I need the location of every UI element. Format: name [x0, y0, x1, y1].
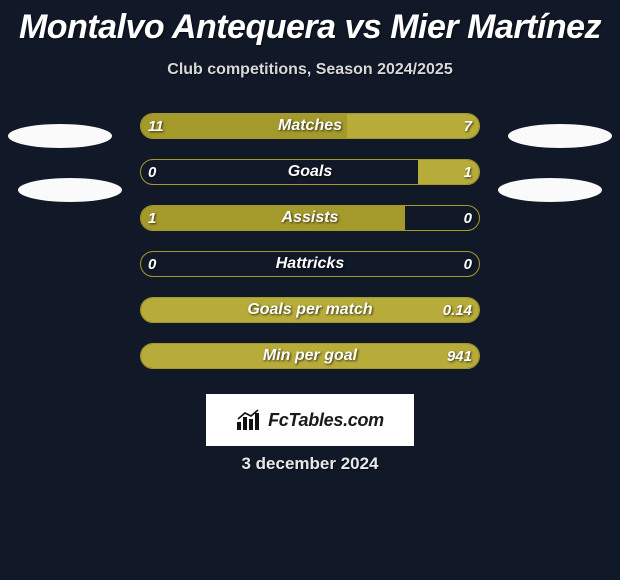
- stats-container: Matches117Goals01Assists10Hattricks00Goa…: [0, 113, 620, 389]
- brand-badge: FcTables.com: [206, 394, 414, 446]
- chart-icon: [236, 409, 262, 431]
- decorative-ellipse: [508, 124, 612, 148]
- decorative-ellipse: [18, 178, 122, 202]
- stat-bar-fill-right: [141, 298, 479, 322]
- brand-name: FcTables.com: [268, 410, 384, 431]
- stat-bar-fill-left: [141, 206, 405, 230]
- stat-bar-fill-right: [141, 344, 479, 368]
- stat-bar-fill-right: [418, 160, 479, 184]
- stat-row: Goals per match0.14: [0, 297, 620, 343]
- stat-bar-track: [140, 343, 480, 369]
- stat-row: Hattricks00: [0, 251, 620, 297]
- date-text: 3 december 2024: [0, 454, 620, 474]
- decorative-ellipse: [8, 124, 112, 148]
- decorative-ellipse: [498, 178, 602, 202]
- stat-bar-track: [140, 113, 480, 139]
- page-subtitle: Club competitions, Season 2024/2025: [0, 61, 620, 79]
- stat-bar-fill-left: [141, 114, 347, 138]
- stat-bar-track: [140, 297, 480, 323]
- stat-bar-track: [140, 251, 480, 277]
- stat-bar-track: [140, 159, 480, 185]
- stat-row: Min per goal941: [0, 343, 620, 389]
- page-title: Montalvo Antequera vs Mier Martínez: [0, 0, 620, 47]
- stat-bar-track: [140, 205, 480, 231]
- stat-bar-fill-right: [347, 114, 479, 138]
- stat-row: Assists10: [0, 205, 620, 251]
